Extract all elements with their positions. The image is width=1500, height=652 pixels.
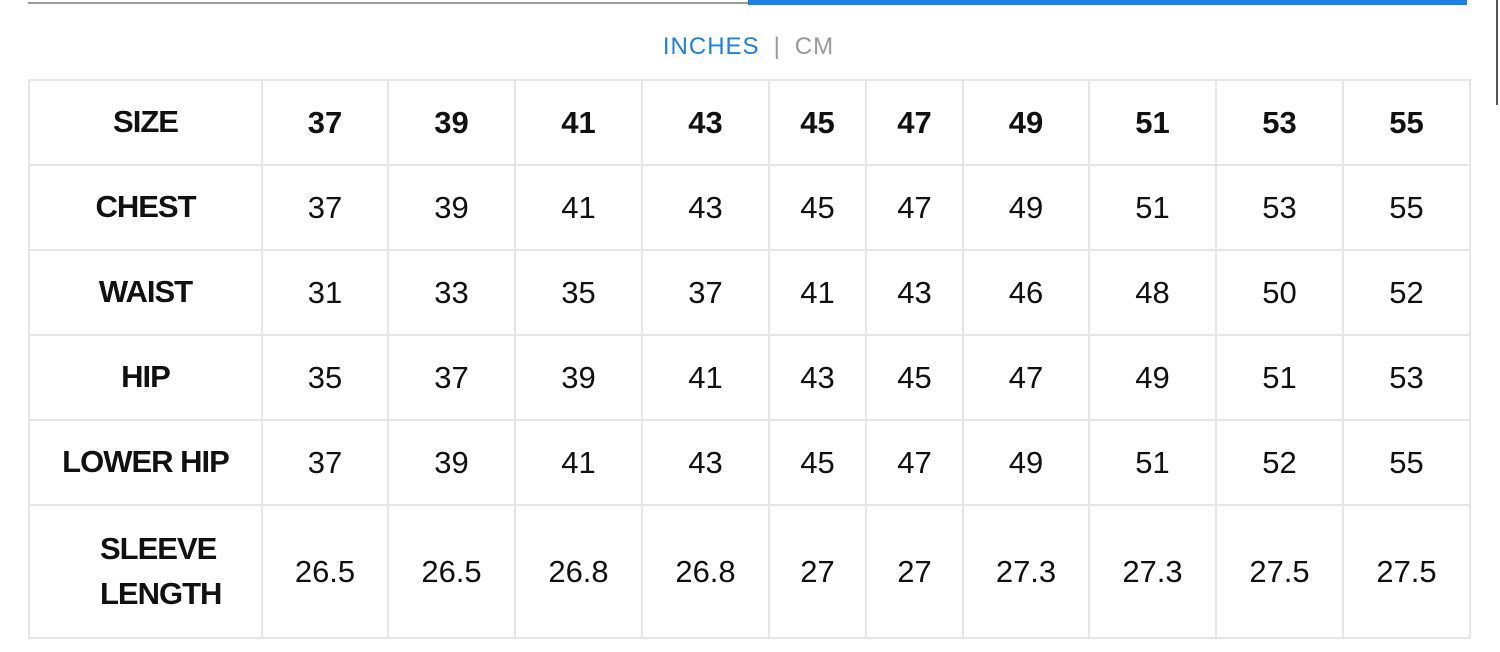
- window-edge: [1496, 0, 1498, 105]
- table-cell: 35: [514, 249, 643, 336]
- table-cell: 27.3: [1088, 504, 1217, 639]
- table-cell: 26.5: [261, 504, 389, 639]
- table-cell: 50: [1215, 249, 1344, 336]
- table-cell: 37: [261, 79, 389, 166]
- table-cell: 37: [641, 249, 770, 336]
- table-cell: 55: [1342, 164, 1471, 251]
- unit-inches-link[interactable]: INCHES: [662, 33, 760, 60]
- table-cell: 41: [514, 164, 643, 251]
- table-cell: 43: [641, 79, 770, 166]
- unit-separator: |: [773, 33, 781, 60]
- table-cell: 47: [865, 79, 964, 166]
- table-cell: 26.8: [514, 504, 643, 639]
- table-cell: 49: [962, 79, 1090, 166]
- table-cell: 37: [387, 334, 516, 421]
- table-cell: 41: [641, 334, 770, 421]
- table-cell: 27.5: [1342, 504, 1471, 639]
- tab-indicator-inactive: [28, 2, 748, 4]
- table-cell: 35: [261, 334, 389, 421]
- row-label: LOWER HIP: [28, 419, 263, 506]
- table-cell: 53: [1215, 79, 1344, 166]
- table-cell: 26.8: [641, 504, 770, 639]
- table-cell: 41: [768, 249, 867, 336]
- table-cell: 43: [768, 334, 867, 421]
- table-cell: 39: [514, 334, 643, 421]
- table-row-lower-hip: LOWER HIP 37 39 41 43 45 47 49 51 52 55: [28, 419, 1471, 506]
- table-cell: 27.5: [1215, 504, 1344, 639]
- table-cell: 48: [1088, 249, 1217, 336]
- table-cell: 45: [768, 164, 867, 251]
- table-cell: 49: [962, 419, 1090, 506]
- table-cell: 55: [1342, 79, 1471, 166]
- size-chart-table: SIZE 37 39 41 43 45 47 49 51 53 55 CHEST 37 39 41 43 45 4…: [28, 79, 1471, 639]
- row-label: HIP: [28, 334, 263, 421]
- table-row-waist: WAIST 31 33 35 37 41 43 46 48 50 52: [28, 249, 1471, 336]
- table-cell: 45: [768, 79, 867, 166]
- table-cell: 51: [1088, 79, 1217, 166]
- table-cell: 47: [865, 419, 964, 506]
- table-cell: 51: [1088, 419, 1217, 506]
- table-cell: 37: [261, 164, 389, 251]
- tab-indicator-active: [748, 0, 1467, 5]
- table-cell: 52: [1342, 249, 1471, 336]
- table-cell: 27.3: [962, 504, 1090, 639]
- table-cell: 51: [1088, 164, 1217, 251]
- table-cell: 53: [1215, 164, 1344, 251]
- table-cell: 47: [962, 334, 1090, 421]
- table-cell: 45: [865, 334, 964, 421]
- table-cell: 43: [641, 164, 770, 251]
- unit-cm-link[interactable]: CM: [794, 33, 835, 60]
- table-cell: 33: [387, 249, 516, 336]
- table-cell: 51: [1215, 334, 1344, 421]
- table-cell: 27: [768, 504, 867, 639]
- table-cell: 41: [514, 419, 643, 506]
- row-label: SIZE: [28, 79, 263, 166]
- table-cell: 31: [261, 249, 389, 336]
- table-cell: 39: [387, 419, 516, 506]
- table-cell: 41: [514, 79, 643, 166]
- table-row-size: SIZE 37 39 41 43 45 47 49 51 53 55: [28, 79, 1471, 166]
- table-cell: 39: [387, 164, 516, 251]
- table-cell: 52: [1215, 419, 1344, 506]
- table-cell: 26.5: [387, 504, 516, 639]
- table-row-hip: HIP 35 37 39 41 43 45 47 49 51 53: [28, 334, 1471, 421]
- table-cell: 43: [865, 249, 964, 336]
- table-cell: 27: [865, 504, 964, 639]
- table-cell: 43: [641, 419, 770, 506]
- table-row-sleeve-length: SLEEVE LENGTH 26.5 26.5 26.8 26.8 27 27 27.3 27.…: [28, 504, 1471, 639]
- table-row-chest: CHEST 37 39 41 43 45 47 49 51 53 55: [28, 164, 1471, 251]
- table-cell: 53: [1342, 334, 1471, 421]
- table-cell: 37: [261, 419, 389, 506]
- row-label: CHEST: [28, 164, 263, 251]
- table-cell: 49: [1088, 334, 1217, 421]
- table-cell: 46: [962, 249, 1090, 336]
- table-cell: 45: [768, 419, 867, 506]
- row-label: WAIST: [28, 249, 263, 336]
- unit-toggle: INCHES | CM: [0, 33, 1497, 61]
- row-label: SLEEVE LENGTH: [28, 504, 263, 639]
- table-cell: 39: [387, 79, 516, 166]
- table-cell: 55: [1342, 419, 1471, 506]
- table-cell: 47: [865, 164, 964, 251]
- table-cell: 49: [962, 164, 1090, 251]
